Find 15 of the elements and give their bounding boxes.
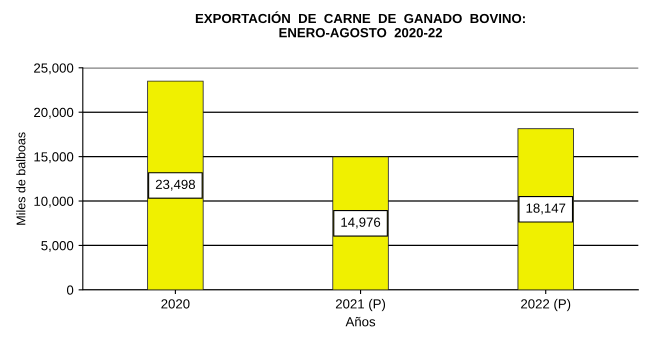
y-axis-title: Miles de balboas [16,132,26,225]
chart-title: EXPORTACIÓN DE CARNE DE GANADO BOVINO: ENERO-AGOSTO 2020-22 [196,11,525,38]
x-tick-label: 2021 (P) [336,298,386,312]
x-tick-label: 2022 (P) [521,298,570,312]
data-label: 23,498 [156,180,195,191]
y-tick-label: 15,000 [34,152,74,164]
y-tick-label: 10,000 [34,196,74,208]
data-label: 14,976 [341,218,380,228]
y-tick-label: 0 [66,285,74,295]
y-tick-label: 5,000 [41,241,74,252]
x-tick-label: 2020 [161,299,190,309]
x-axis-title: Años [346,316,376,326]
data-label: 18,147 [526,203,566,214]
y-tick-label: 25,000 [34,63,74,74]
y-tick-label: 20,000 [34,108,74,119]
